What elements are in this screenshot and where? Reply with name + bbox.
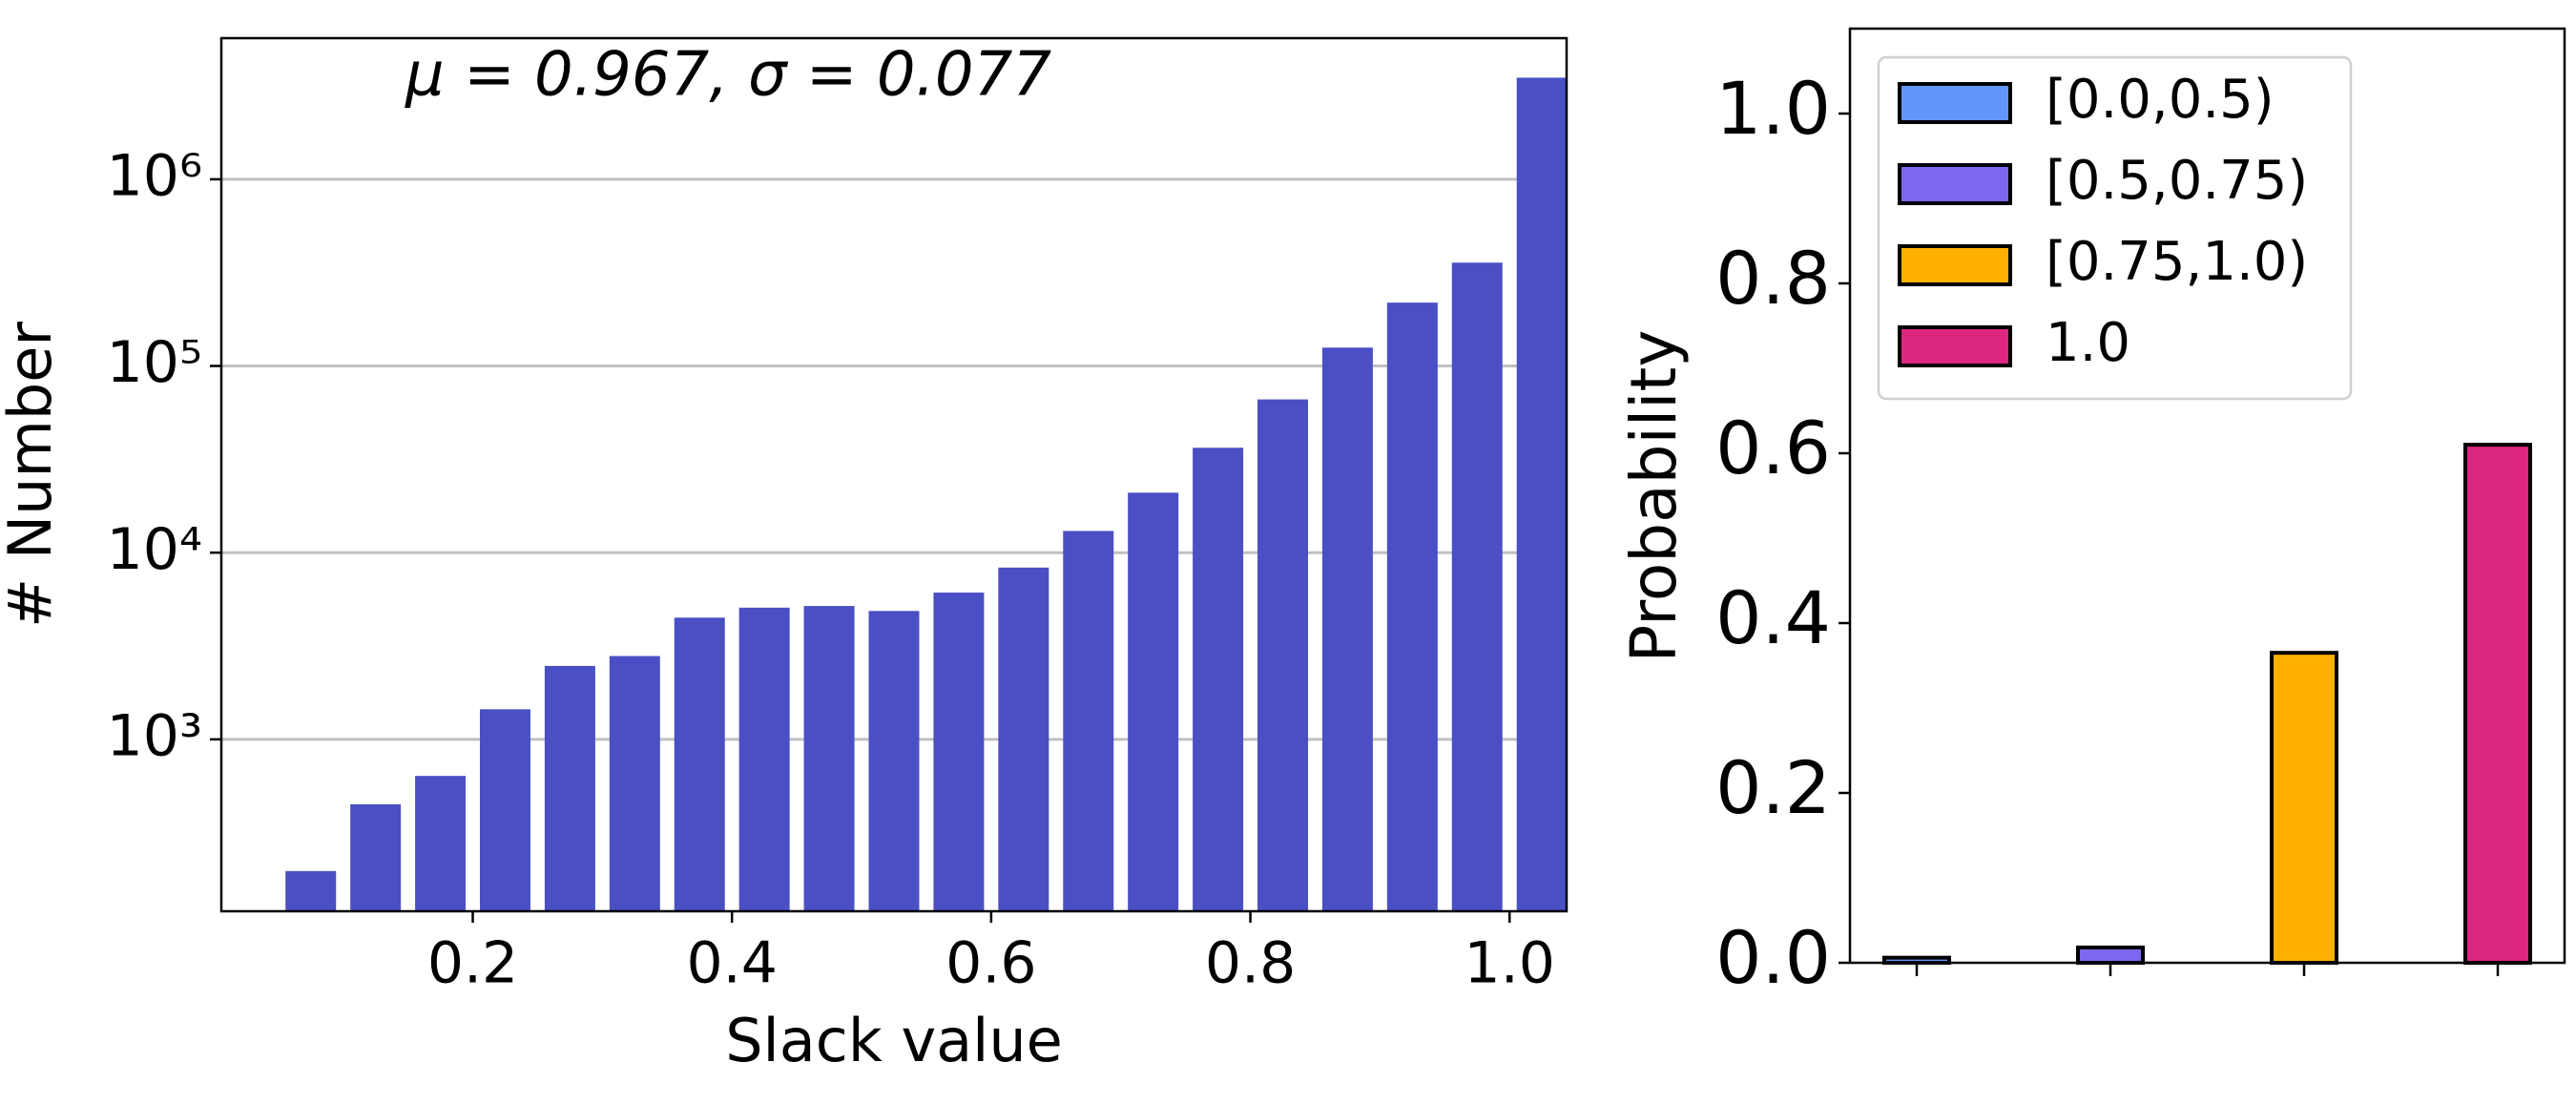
bar xyxy=(803,606,855,911)
bar xyxy=(1386,302,1438,911)
x-tick-label: 0.4 xyxy=(686,930,777,997)
x-axis-label: Slack value xyxy=(725,1006,1063,1075)
y-tick-label: 1.0 xyxy=(1715,66,1831,151)
legend-label: [0.5,0.75) xyxy=(2046,150,2308,212)
bar xyxy=(479,709,530,911)
y-tick-label: 0.2 xyxy=(1715,745,1831,830)
bar xyxy=(609,656,660,911)
axes-frame xyxy=(1848,27,2566,965)
y-tick-label: 0.6 xyxy=(1715,406,1831,490)
legend-swatch xyxy=(1898,163,2012,205)
y-tick-label: 0.8 xyxy=(1715,236,1831,321)
y-tick-label: 10⁴ xyxy=(107,516,202,583)
bar xyxy=(1451,262,1503,911)
x-tick-label: 0.8 xyxy=(1205,930,1296,997)
bar xyxy=(350,803,402,911)
y-tick-label: 10⁵ xyxy=(107,329,202,396)
bar xyxy=(868,611,920,911)
legend-swatch xyxy=(1898,325,2012,367)
bar xyxy=(1321,347,1373,911)
y-tick-label: 10⁶ xyxy=(107,142,202,209)
legend-swatch xyxy=(1898,82,2012,124)
y-tick-label: 0.0 xyxy=(1715,915,1831,1000)
bar xyxy=(2076,945,2145,965)
bar xyxy=(2463,443,2532,966)
y-axis-label: Probability xyxy=(1617,330,1691,663)
bar xyxy=(1516,77,1568,911)
bar xyxy=(2270,651,2338,966)
x-tick-label: 0.2 xyxy=(427,930,518,997)
bar xyxy=(544,665,595,911)
legend-label: [0.0,0.5) xyxy=(2046,69,2275,131)
legend-label: 1.0 xyxy=(2046,312,2130,374)
bar xyxy=(1193,448,1244,911)
bar xyxy=(933,593,985,911)
bar xyxy=(1257,399,1309,911)
bar xyxy=(415,776,467,911)
bar xyxy=(1063,531,1114,911)
bar xyxy=(738,607,790,911)
bar xyxy=(674,617,725,911)
legend-label: [0.75,1.0) xyxy=(2046,231,2308,293)
bar xyxy=(285,870,337,911)
bar xyxy=(998,567,1049,911)
legend-box xyxy=(1877,55,2353,401)
annotation: μ = 0.967, σ = 0.077 xyxy=(405,40,1051,111)
y-axis-label: # Number xyxy=(0,322,65,628)
legend-swatch xyxy=(1898,244,2012,286)
axes-frame xyxy=(219,36,1568,913)
x-tick-label: 0.6 xyxy=(945,930,1036,997)
y-tick-label: 0.4 xyxy=(1715,575,1831,660)
bar xyxy=(1128,492,1179,911)
y-tick-label: 10³ xyxy=(107,702,202,769)
x-tick-label: 1.0 xyxy=(1465,930,1555,997)
